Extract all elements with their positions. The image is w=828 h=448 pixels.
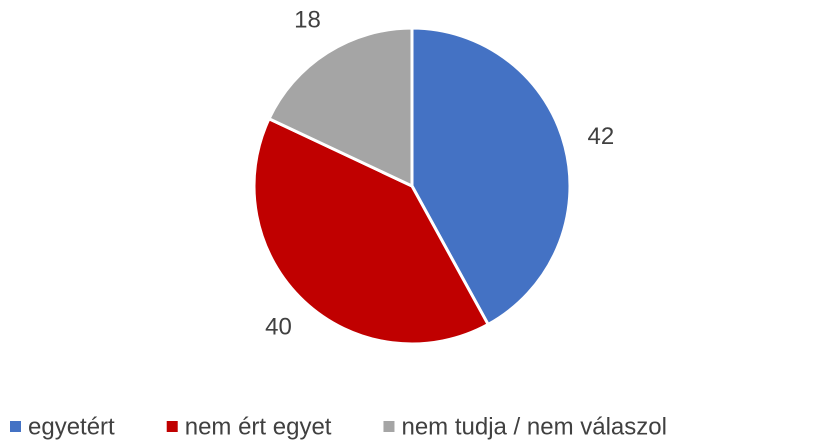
data-label: 18 [294,7,321,34]
legend-swatch [10,421,21,432]
data-label: 40 [265,313,292,340]
legend-swatch [166,421,178,432]
pie-slice [267,26,414,189]
legend-swatch [383,421,395,432]
legend-label: nem ért egyet [185,413,332,440]
pie-slice [252,116,491,346]
pie-slice [410,26,572,327]
data-label: 42 [588,123,615,150]
legend-label: nem tudja / nem válaszol [401,413,666,440]
legend-label: egyetért [28,413,115,440]
